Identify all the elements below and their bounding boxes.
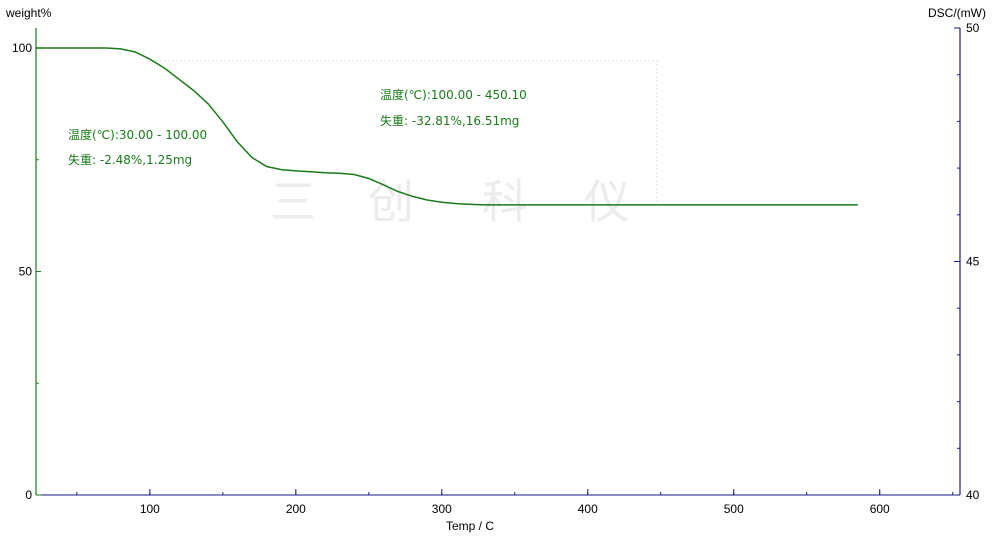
left-y-tick-label: 50 xyxy=(19,265,33,279)
right-y-tick-label: 50 xyxy=(966,21,980,35)
annotation-2-range: 温度(℃):100.00 - 450.10 xyxy=(380,87,527,102)
watermark-char-1: 三 xyxy=(270,175,316,229)
x-tick-label: 400 xyxy=(578,502,598,516)
x-tick-label: 200 xyxy=(286,502,306,516)
right-y-ticks: 40 45 50 xyxy=(954,21,980,502)
x-tick-label: 100 xyxy=(140,502,160,516)
watermark-char-2: 创 xyxy=(368,175,414,229)
annotation-1-loss: 失重: -2.48%,1.25mg xyxy=(68,152,192,167)
x-tick-label: 500 xyxy=(724,502,744,516)
x-axis-title: Temp / C xyxy=(446,519,494,533)
x-ticks: 100 200 300 400 500 600 xyxy=(140,489,890,516)
right-y-tick-label: 45 xyxy=(966,255,980,269)
tg-curve-line xyxy=(36,47,858,206)
left-y-tick-label: 0 xyxy=(25,488,32,502)
left-y-axis-title: weight% xyxy=(5,6,52,20)
x-tick-label: 600 xyxy=(870,502,890,516)
annotation-2-loss: 失重: -32.81%,16.51mg xyxy=(380,113,519,128)
analysis-range-box xyxy=(148,60,658,205)
watermark-char-4: 仪 xyxy=(584,175,630,229)
x-tick-label: 300 xyxy=(432,502,452,516)
annotation-1-range: 温度(℃):30.00 - 100.00 xyxy=(68,127,207,142)
watermark: 三 创 科 仪 xyxy=(270,175,630,229)
right-y-tick-label: 40 xyxy=(966,488,980,502)
watermark-char-3: 科 xyxy=(482,175,528,229)
right-y-axis-title: DSC/(mW) xyxy=(928,6,986,20)
left-y-ticks: 0 50 100 xyxy=(12,41,41,502)
left-y-tick-label: 100 xyxy=(12,41,32,55)
